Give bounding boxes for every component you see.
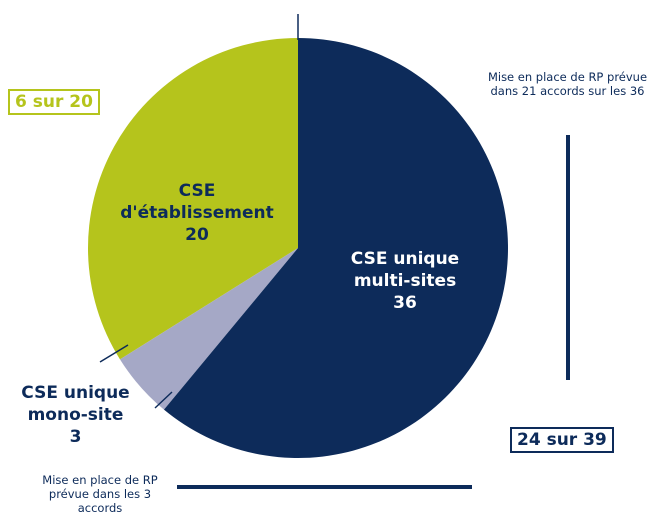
annotation-note: Mise en place de RP prévue dans les 3 ac…: [42, 473, 158, 515]
slice-label: CSE d'établissement 20: [112, 180, 282, 246]
annotation-note: Mise en place de RP prévue dans 21 accor…: [487, 70, 648, 98]
pie-slice: [88, 38, 299, 360]
value-label: 3: [69, 427, 82, 447]
value-label: 36: [393, 293, 417, 313]
slice-label: CSE unique mono-site 3: [8, 382, 143, 448]
pie-slice: [119, 248, 298, 410]
annotation-box: 6 sur 20: [8, 89, 100, 115]
annotation-box: 24 sur 39: [510, 427, 614, 453]
leader-line: [99, 344, 129, 363]
pie-slice: [163, 38, 508, 458]
value-label: 20: [185, 225, 209, 245]
slice-label: CSE unique multi-sites 36: [330, 248, 480, 314]
category-label: CSE unique mono-site: [21, 383, 130, 425]
category-label: CSE d'établissement: [120, 181, 274, 223]
leader-line: [154, 391, 173, 409]
category-label: CSE unique multi-sites: [350, 249, 460, 291]
